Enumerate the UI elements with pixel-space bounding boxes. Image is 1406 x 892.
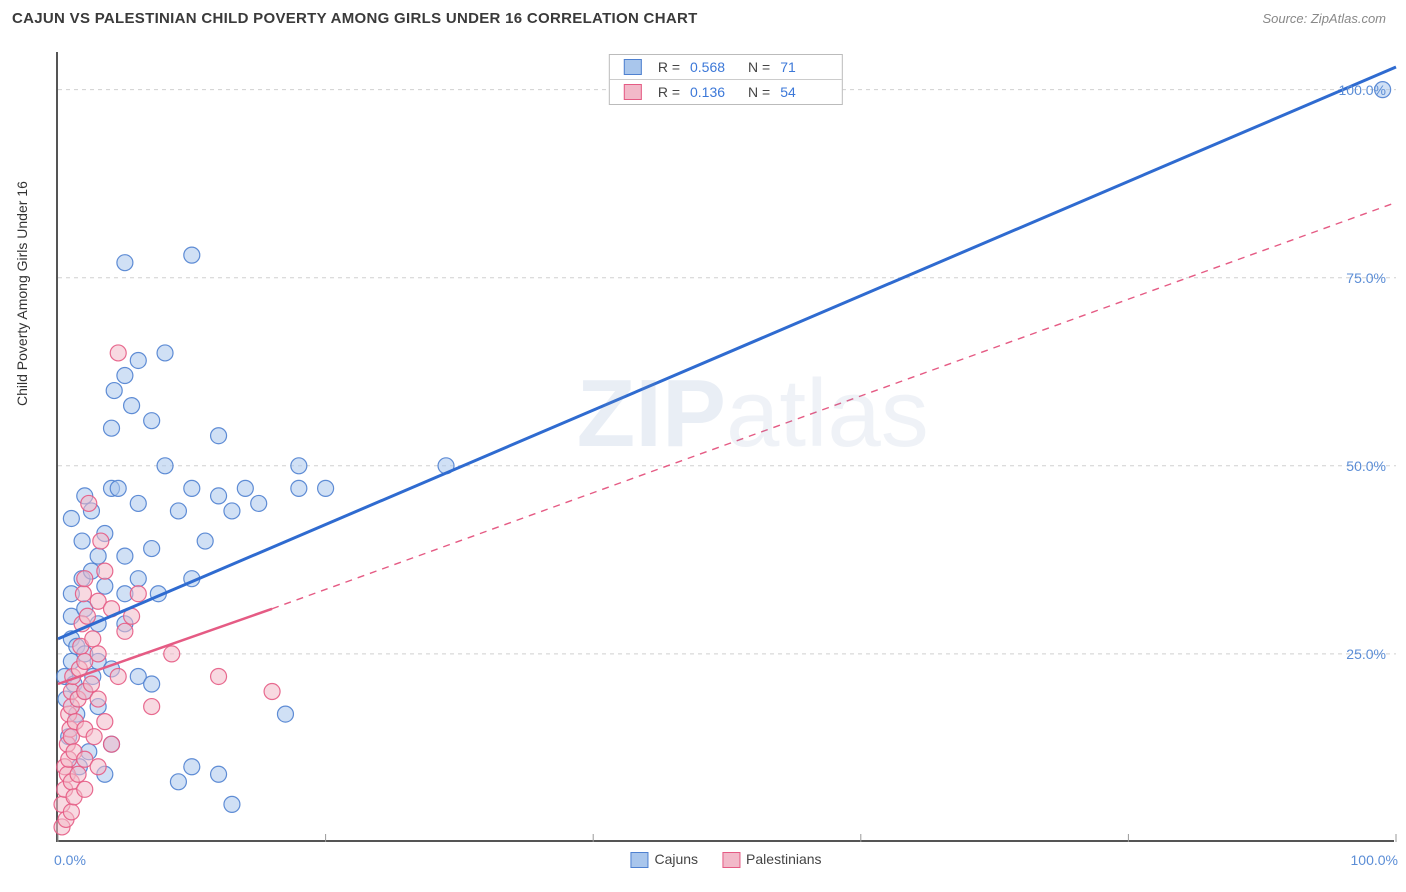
plot-container: ZIPatlas R = 0.568 N = 71 R = 0.136 N = … (56, 52, 1394, 842)
legend-label: Cajuns (654, 851, 698, 867)
stats-row-palestinians: R = 0.136 N = 54 (610, 79, 842, 104)
y-tick-label: 100.0% (1339, 82, 1386, 98)
legend-item: Cajuns (630, 851, 698, 868)
swatch-cajuns (624, 59, 642, 75)
series-legend: Cajuns Palestinians (630, 851, 821, 868)
legend-swatch (630, 852, 648, 868)
plot-area: ZIPatlas R = 0.568 N = 71 R = 0.136 N = … (56, 52, 1394, 842)
x-min-label: 0.0% (54, 852, 86, 868)
stats-n-label: N = (748, 59, 770, 75)
stats-n-label: N = (748, 84, 770, 100)
stats-n-value: 71 (780, 59, 828, 75)
legend-item: Palestinians (722, 851, 822, 868)
stats-r-label: R = (658, 59, 680, 75)
y-tick-label: 75.0% (1346, 270, 1386, 286)
scatter-chart-svg (58, 52, 1396, 842)
header: CAJUN VS PALESTINIAN CHILD POVERTY AMONG… (0, 0, 1406, 33)
stats-r-value: 0.136 (690, 84, 738, 100)
source-attribution: Source: ZipAtlas.com (1262, 11, 1386, 26)
x-max-label: 100.0% (1351, 852, 1398, 868)
stats-legend: R = 0.568 N = 71 R = 0.136 N = 54 (609, 54, 843, 105)
y-axis-label: Child Poverty Among Girls Under 16 (14, 181, 30, 406)
stats-r-label: R = (658, 84, 680, 100)
legend-label: Palestinians (746, 851, 822, 867)
legend-swatch (722, 852, 740, 868)
stats-r-value: 0.568 (690, 59, 738, 75)
y-tick-label: 50.0% (1346, 458, 1386, 474)
swatch-palestinians (624, 84, 642, 100)
stats-row-cajuns: R = 0.568 N = 71 (610, 55, 842, 79)
stats-n-value: 54 (780, 84, 828, 100)
y-tick-label: 25.0% (1346, 646, 1386, 662)
chart-title: CAJUN VS PALESTINIAN CHILD POVERTY AMONG… (12, 10, 698, 27)
